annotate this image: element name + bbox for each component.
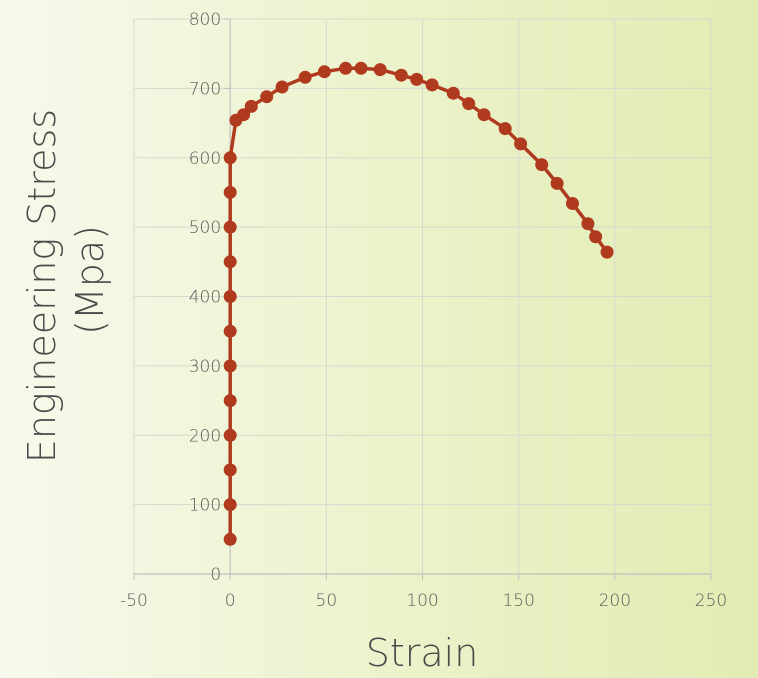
data-point bbox=[339, 61, 353, 75]
y-axis-title-line-1: Engineering Stress bbox=[20, 109, 64, 463]
y-tick-label: 500 bbox=[189, 218, 221, 238]
x-tick-label: -50 bbox=[120, 591, 148, 611]
series-line bbox=[228, 66, 609, 540]
data-point bbox=[425, 78, 439, 92]
data-point bbox=[223, 532, 237, 546]
data-point bbox=[410, 72, 424, 86]
data-point bbox=[223, 151, 237, 165]
y-tick-label: 400 bbox=[189, 288, 221, 308]
data-series bbox=[223, 61, 614, 546]
y-tick-label: 600 bbox=[189, 149, 221, 169]
data-point bbox=[237, 108, 251, 122]
data-point bbox=[223, 359, 237, 373]
data-point bbox=[550, 176, 564, 190]
y-tick-label: 0 bbox=[210, 565, 221, 585]
data-point bbox=[462, 97, 476, 111]
data-point bbox=[223, 324, 237, 338]
data-point bbox=[223, 220, 237, 234]
data-point bbox=[535, 158, 549, 172]
data-point bbox=[260, 90, 274, 104]
data-point bbox=[223, 394, 237, 408]
data-point bbox=[581, 217, 595, 231]
x-tick-label: 250 bbox=[695, 591, 727, 611]
data-point bbox=[394, 68, 408, 82]
y-axis-title-line-2: (Mpa) bbox=[68, 225, 112, 335]
x-tick-label: 150 bbox=[502, 591, 534, 611]
data-point bbox=[477, 108, 491, 122]
x-tick-label: 100 bbox=[406, 591, 438, 611]
y-tick-label: 700 bbox=[189, 79, 221, 99]
data-point bbox=[298, 70, 312, 84]
data-point bbox=[514, 137, 528, 151]
data-point bbox=[223, 463, 237, 477]
data-point bbox=[223, 185, 237, 199]
data-point bbox=[223, 498, 237, 512]
data-point bbox=[498, 122, 512, 136]
y-tick-label: 100 bbox=[189, 496, 221, 516]
data-point bbox=[600, 245, 614, 259]
data-point bbox=[275, 80, 289, 94]
x-axis-title: Strain bbox=[366, 631, 479, 675]
data-point bbox=[373, 63, 387, 77]
y-axis-title: Engineering Stress (Mpa) bbox=[20, 97, 112, 463]
data-point bbox=[223, 290, 237, 303]
data-point bbox=[223, 255, 237, 269]
tick-labels: 0 100 200 300 400 500 600 700 800 -50 0 50 100 150 200… bbox=[120, 10, 727, 611]
x-tick-label: 0 bbox=[225, 591, 236, 611]
y-tick-label: 200 bbox=[189, 426, 221, 446]
data-point bbox=[354, 61, 368, 75]
x-tick-label: 200 bbox=[599, 591, 631, 611]
y-tick-label: 300 bbox=[189, 357, 221, 377]
data-point bbox=[244, 99, 258, 113]
data-point bbox=[446, 86, 460, 100]
data-point bbox=[589, 230, 603, 244]
x-tick-label: 50 bbox=[316, 591, 338, 611]
y-tick-label: 800 bbox=[189, 10, 221, 30]
data-point bbox=[317, 65, 331, 79]
data-point bbox=[566, 197, 579, 210]
data-point bbox=[223, 428, 237, 442]
